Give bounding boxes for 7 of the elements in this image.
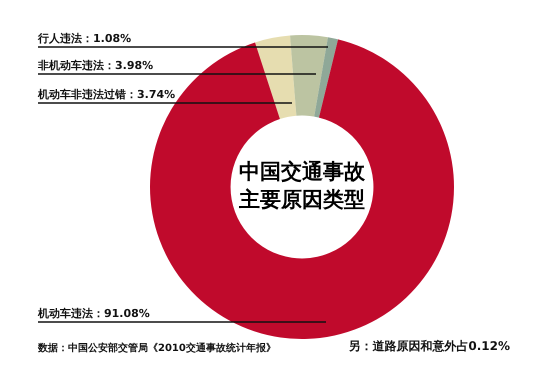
text: 另：道路原因和意外占0.12%	[348, 339, 510, 353]
slice-label: 行人违法：1.08%	[37, 32, 132, 45]
text: 中国交通事故主要原因类型	[238, 159, 366, 212]
slice-label: 机动车非违法过错：3.74%	[37, 88, 176, 101]
text: 数据：中国公安部交管局《2010交通事故统计年报》	[37, 342, 276, 354]
slice-label: 机动车违法：91.08%	[37, 307, 150, 320]
slice-label: 非机动车违法：3.98%	[37, 59, 154, 72]
